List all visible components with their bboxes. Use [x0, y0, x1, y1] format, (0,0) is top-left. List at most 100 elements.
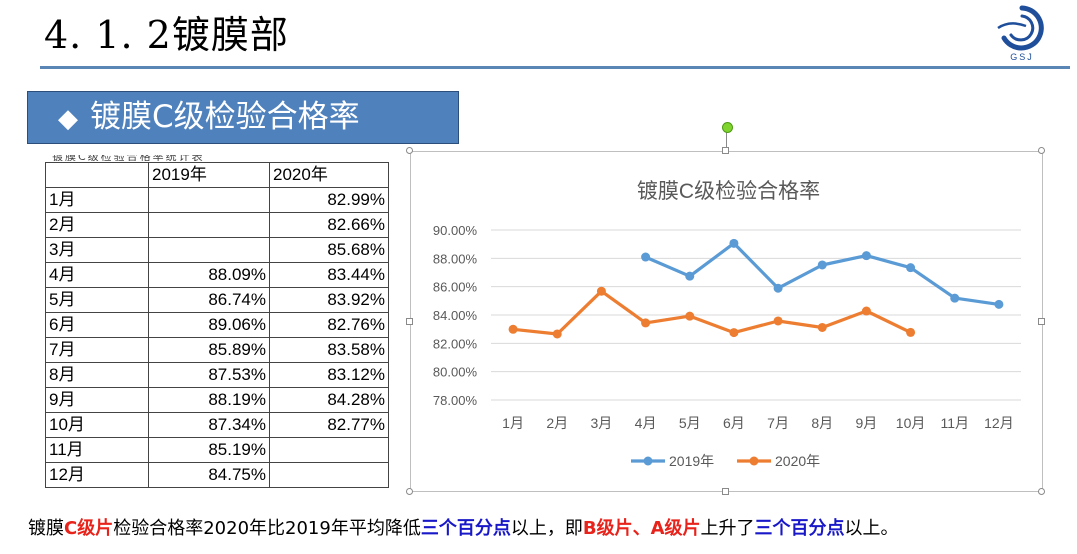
row-month-cell: 12月 — [45, 462, 149, 488]
row-value-cell: 89.06% — [148, 312, 270, 338]
table-row: 10月 87.34% 82.77% — [45, 412, 389, 438]
line-chart[interactable]: 镀膜C级检验合格率 78.00% 80.00% 82.00% 84.00% 86.00% 8… — [411, 152, 1042, 491]
row-value-cell: 86.74% — [148, 287, 270, 313]
data-point — [994, 299, 1004, 309]
row-value-cell — [148, 237, 270, 263]
section-banner: ◆ 镀膜C级检验合格率 — [27, 91, 459, 144]
row-value-cell: 88.09% — [148, 262, 270, 288]
row-value-cell: 82.77% — [269, 412, 389, 438]
row-value-cell: 82.66% — [269, 212, 389, 238]
x-tick-label: 8月 — [811, 415, 833, 431]
table-row: 4月 88.09% 83.44% — [45, 262, 389, 288]
y-tick-label: 88.00% — [433, 251, 478, 266]
data-point — [729, 238, 739, 248]
data-point — [552, 329, 562, 339]
resize-handle-sw[interactable] — [406, 488, 413, 495]
data-point — [817, 322, 827, 332]
row-value-cell: 85.89% — [148, 337, 270, 363]
data-point — [861, 251, 871, 261]
row-month-cell: 11月 — [45, 437, 149, 463]
table-header-cell: 2019年 — [148, 162, 270, 188]
summary-highlight: 三个百分点 — [754, 518, 845, 539]
data-point — [641, 252, 651, 262]
row-month-cell: 2月 — [45, 212, 149, 238]
rotate-handle[interactable] — [722, 122, 733, 133]
y-tick-label: 90.00% — [433, 223, 478, 238]
table-row: 1月 82.99% — [45, 187, 389, 213]
table-row: 12月 84.75% — [45, 462, 389, 488]
row-month-cell: 5月 — [45, 287, 149, 313]
data-point — [641, 318, 651, 328]
table-row: 7月 85.89% 83.58% — [45, 337, 389, 363]
table-row: 3月 85.68% — [45, 237, 389, 263]
resize-handle-n[interactable] — [722, 147, 729, 154]
series-line — [644, 241, 1001, 306]
row-month-cell: 10月 — [45, 412, 149, 438]
data-point — [773, 283, 783, 293]
row-month-cell: 7月 — [45, 337, 149, 363]
x-tick-label: 1月 — [502, 415, 524, 431]
row-month-cell: 3月 — [45, 237, 149, 263]
y-tick-label: 84.00% — [433, 308, 478, 323]
row-value-cell: 84.28% — [269, 387, 389, 413]
summary-highlight: 三个百分点 — [420, 518, 511, 539]
data-point — [773, 316, 783, 326]
row-value-cell: 87.34% — [148, 412, 270, 438]
row-value-cell: 83.12% — [269, 362, 389, 388]
data-point — [906, 327, 916, 337]
x-tick-label: 6月 — [723, 415, 745, 431]
x-tick-label: 10月 — [896, 415, 926, 431]
summary-highlight: C级片 — [64, 518, 114, 539]
summary-highlight: B级片、A级片 — [582, 518, 701, 539]
legend-marker — [643, 456, 653, 466]
summary-part: 上升了 — [700, 518, 755, 539]
summary-part: 检验合格率2020年比2019年平均降低 — [113, 518, 421, 539]
row-value-cell — [148, 212, 270, 238]
row-value-cell — [269, 437, 389, 463]
legend-label: 2019年 — [669, 453, 714, 469]
row-value-cell: 83.92% — [269, 287, 389, 313]
row-value-cell — [148, 187, 270, 213]
table-row: 8月 87.53% 83.12% — [45, 362, 389, 388]
data-point — [950, 293, 960, 303]
resize-handle-se[interactable] — [1038, 488, 1045, 495]
data-point — [685, 311, 695, 321]
row-value-cell: 83.58% — [269, 337, 389, 363]
data-point — [861, 306, 871, 316]
diamond-bullet-icon: ◆ — [58, 104, 78, 134]
legend-label: 2020年 — [775, 453, 820, 469]
summary-part: 以上。 — [844, 518, 899, 539]
x-tick-label: 7月 — [767, 415, 789, 431]
table-row: 9月 88.19% 84.28% — [45, 387, 389, 413]
table-header-cell: 2020年 — [269, 162, 389, 188]
data-point — [729, 328, 739, 338]
data-point — [817, 260, 827, 270]
table-row: 6月 89.06% 82.76% — [45, 312, 389, 338]
resize-handle-w[interactable] — [406, 318, 413, 325]
row-value-cell: 87.53% — [148, 362, 270, 388]
x-tick-label: 12月 — [984, 415, 1014, 431]
summary-part: 以上，即 — [510, 518, 583, 539]
table-row: 5月 86.74% 83.92% — [45, 287, 389, 313]
x-tick-label: 9月 — [856, 415, 878, 431]
slide-title: 4. 1. 2镀膜部 — [44, 13, 289, 57]
resize-handle-s[interactable] — [722, 488, 729, 495]
header-rule — [40, 66, 1070, 69]
chart-title: 镀膜C级检验合格率 — [637, 180, 820, 203]
data-table: 2019年 2020年 1月 82.99% 2月 82.66% 3月 85.68% 4月 88… — [45, 162, 389, 488]
row-value-cell — [269, 462, 389, 488]
table-caption-clipped: 镀膜C级检验合格率统计表 — [52, 155, 290, 161]
row-month-cell: 6月 — [45, 312, 149, 338]
y-tick-label: 82.00% — [433, 336, 478, 351]
x-tick-label: 4月 — [635, 415, 657, 431]
row-value-cell: 84.75% — [148, 462, 270, 488]
table-row: 11月 85.19% — [45, 437, 389, 463]
row-month-cell: 8月 — [45, 362, 149, 388]
resize-handle-ne[interactable] — [1038, 147, 1045, 154]
data-point — [508, 324, 518, 334]
data-point — [685, 271, 695, 281]
x-tick-label: 3月 — [591, 415, 613, 431]
resize-handle-nw[interactable] — [406, 147, 413, 154]
row-value-cell: 82.99% — [269, 187, 389, 213]
resize-handle-e[interactable] — [1038, 318, 1045, 325]
